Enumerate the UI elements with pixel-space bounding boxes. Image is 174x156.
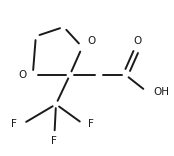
Text: O: O bbox=[18, 70, 27, 80]
Text: OH: OH bbox=[153, 87, 169, 97]
Text: O: O bbox=[134, 36, 142, 46]
Text: F: F bbox=[88, 119, 94, 129]
Text: O: O bbox=[87, 36, 95, 46]
Text: F: F bbox=[52, 136, 57, 146]
Text: F: F bbox=[11, 119, 17, 129]
